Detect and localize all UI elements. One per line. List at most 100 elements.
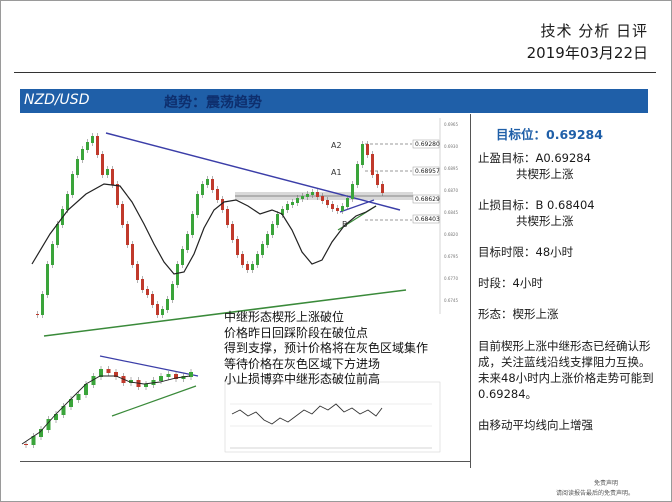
candle-body: [36, 314, 39, 315]
svg-text:0.6870: 0.6870: [444, 188, 458, 193]
take-profit: 止盈目标：A0.69284 共楔形上涨: [478, 150, 654, 182]
candle-body: [311, 192, 314, 195]
pattern: 形态：楔形上涨: [478, 307, 559, 321]
price-tag-zone: 0.68629: [415, 196, 440, 203]
price-axis: 0.6965 0.6930 0.6895 0.6870 0.6845 0.6820 0.…: [444, 122, 458, 303]
candlesticks: [36, 133, 384, 318]
label-a2: A2: [331, 141, 342, 150]
candle-body: [351, 184, 354, 199]
take-profit-note: 共楔形上涨: [516, 167, 574, 181]
time-limit: 目标时限：48小时: [478, 245, 574, 259]
candle-body: [166, 374, 171, 377]
candle-body: [156, 304, 159, 315]
candle-body: [186, 234, 189, 250]
candle-body: [99, 369, 103, 377]
svg-text:0.6895: 0.6895: [444, 166, 458, 171]
report-date: 2019年03月22日: [526, 44, 648, 62]
candle-body: [106, 169, 109, 175]
candle-body: [201, 184, 204, 195]
candle-body: [61, 406, 66, 415]
candle-body: [286, 204, 289, 210]
svg-text:0.6770: 0.6770: [444, 276, 458, 281]
candle-body: [296, 198, 299, 203]
candle-body: [191, 214, 194, 235]
candle-body: [231, 224, 234, 240]
candle-body: [241, 254, 244, 265]
candle-body: [381, 184, 384, 193]
svg-text:0.6820: 0.6820: [444, 232, 458, 237]
svg-text:0.6795: 0.6795: [444, 254, 458, 259]
candle-body: [86, 142, 89, 150]
svg-text:0.6745: 0.6745: [444, 298, 458, 303]
candle-body: [271, 224, 274, 235]
candle-body: [116, 184, 119, 205]
candle-body: [91, 376, 96, 385]
candle-body: [76, 394, 81, 400]
candle-body: [226, 209, 229, 225]
candle-body: [101, 154, 104, 175]
title-banner: [20, 89, 648, 113]
candle-body: [76, 159, 79, 175]
annotation-line-2: 价格昨日回踩阶段在破位点: [224, 325, 369, 340]
candle-body: [46, 419, 51, 430]
candle-body: [356, 164, 359, 185]
annotation-line-1: 中继形态楔形上涨破位: [224, 310, 345, 324]
candle-body: [141, 279, 144, 290]
candle-body: [176, 264, 179, 285]
candle-body: [171, 284, 174, 300]
candle-body: [24, 444, 28, 445]
disclaimer-title: 免责声明: [593, 480, 618, 487]
svg-text:0.6965: 0.6965: [444, 122, 458, 127]
target-price: 目标位：0.69284: [496, 127, 603, 142]
candle-body: [174, 374, 178, 379]
candle-body: [371, 154, 374, 175]
candle-body: [336, 208, 339, 211]
take-profit-label: 止盈目标：A0.69284: [478, 151, 591, 165]
candle-body: [69, 399, 73, 407]
stop-loss-note: 共楔形上涨: [516, 214, 574, 228]
inset-oscillator: [224, 381, 441, 453]
candle-body: [159, 376, 163, 381]
candle-body: [346, 198, 349, 207]
candle-body: [281, 209, 284, 215]
candle-body: [181, 376, 186, 379]
candle-body: [39, 429, 43, 437]
column-divider: [470, 114, 471, 468]
support-trendline: [43, 289, 407, 337]
candle-body: [51, 244, 54, 265]
candle-body: [46, 264, 49, 295]
candle-body: [266, 234, 269, 245]
candle-body: [256, 254, 259, 265]
candle-body: [276, 214, 279, 225]
candle-body: [196, 194, 199, 215]
summary: 目前楔形上涨中继形态已经确认形成，关注蓝线沿线支撑阻力互换。未来48小时内上涨价…: [478, 339, 654, 401]
price-chart: 0.6965 0.6930 0.6895 0.6870 0.6845 0.6820 0.…: [20, 114, 470, 462]
candle-body: [31, 436, 36, 445]
annotation-line-3: 得到支撑，预计价格将在灰色区域集作: [224, 341, 429, 355]
moving-average: [31, 183, 377, 275]
timeframe: 时段：4小时: [478, 276, 543, 290]
candle-body: [331, 204, 334, 209]
candle-body: [291, 202, 294, 205]
annotation-line-5: 小止损博弈中继形态破位前高: [224, 372, 381, 386]
candle-body: [81, 149, 84, 160]
candle-body: [66, 194, 69, 210]
candle-body: [84, 384, 88, 395]
candle-body: [136, 264, 139, 280]
candle-body: [146, 289, 149, 295]
price-tag-b: 0.68403: [415, 216, 440, 223]
inset-wedge-chart: [21, 355, 199, 448]
chart-annotation: 中继形态楔形上涨破位 价格昨日回踩阶段在破位点 得到支撑，预计价格将在灰色区域集…: [224, 310, 450, 388]
candle-body: [236, 239, 239, 255]
candle-body: [106, 369, 111, 373]
svg-text:0.6845: 0.6845: [444, 210, 458, 215]
candle-body: [129, 380, 133, 383]
candle-body: [189, 372, 193, 377]
currency-pair: NZD/USD: [24, 92, 90, 108]
price-tag-a1: 0.68957: [415, 168, 440, 175]
label-b: B: [342, 220, 348, 229]
candle-body: [261, 244, 264, 255]
candle-body: [114, 372, 118, 377]
candle-body: [166, 299, 169, 310]
candle-body: [71, 174, 74, 195]
